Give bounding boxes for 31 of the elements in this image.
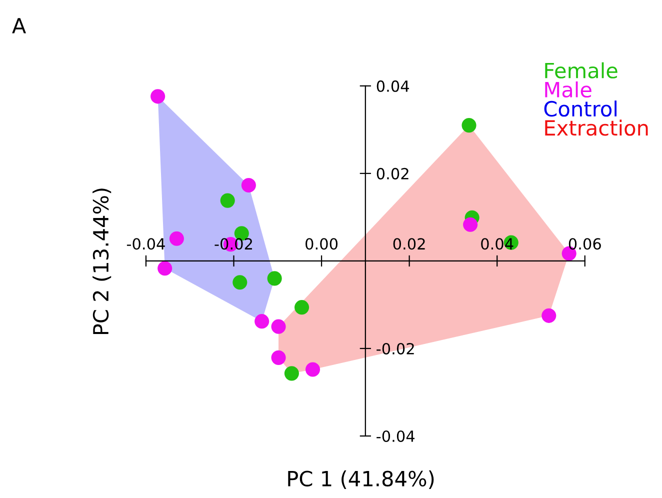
point: [305, 362, 320, 377]
x-tick-label: 0.00: [306, 238, 338, 250]
point: [284, 366, 299, 381]
point: [271, 319, 286, 334]
text: Male: [545, 81, 592, 98]
point: [462, 118, 476, 133]
y-tick-label: -0.02: [376, 342, 414, 354]
chart-title: A: [12, 18, 26, 34]
text: Control: [544, 100, 616, 117]
x-tick-label: 0.06: [568, 238, 601, 250]
y-axis-title: PC 2 (13.44%): [92, 188, 112, 334]
point: [241, 178, 256, 193]
x-axis-title: PC 1 (41.84%): [288, 470, 434, 489]
point: [463, 217, 478, 232]
x-tick-label: -0.04: [126, 238, 165, 250]
y-tick-label: 0.02: [376, 168, 408, 180]
point: [267, 271, 282, 286]
point: [169, 231, 184, 246]
x-tick-label: 0.02: [393, 238, 425, 250]
point: [232, 275, 248, 290]
text: Female: [545, 62, 618, 78]
point: [542, 308, 556, 323]
y-tick-label: 0.04: [376, 80, 409, 92]
y-tick-label: -0.04: [376, 430, 415, 442]
point: [158, 261, 172, 276]
point: [150, 89, 166, 104]
text: Extraction: [545, 120, 648, 136]
point: [271, 350, 286, 365]
point: [254, 314, 270, 329]
point: [220, 193, 235, 208]
point: [294, 300, 310, 315]
